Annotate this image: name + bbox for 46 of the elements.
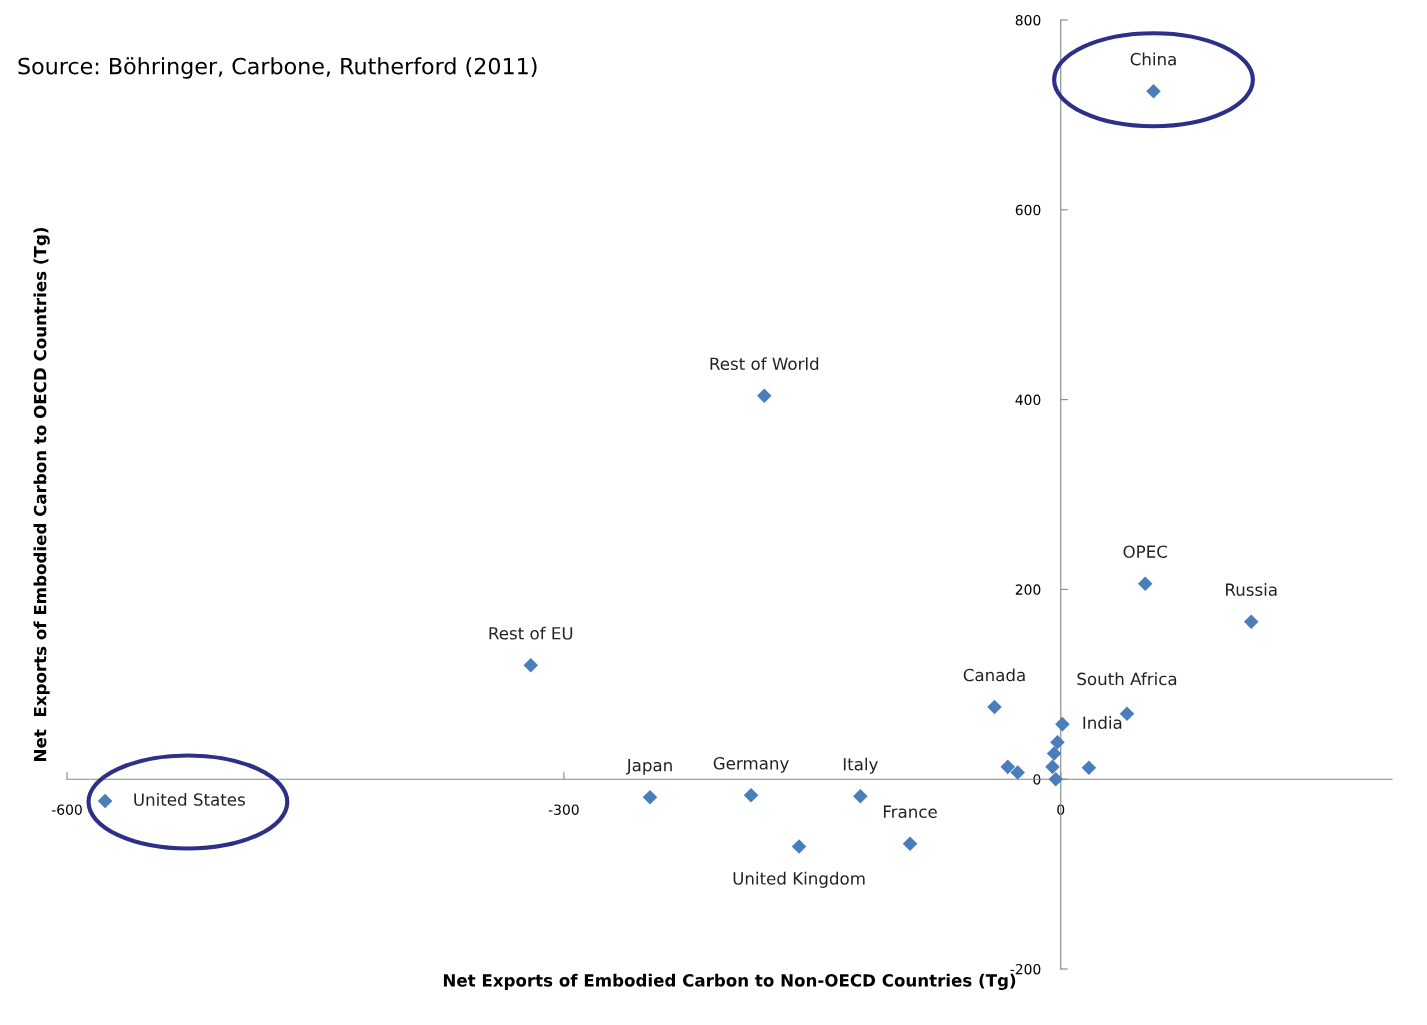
annotation: OPEC (1123, 545, 1167, 558)
point (523, 658, 539, 673)
x-axis-title: Net Exports of Embodied Carbon to Non-OECD Countries (Tg) (443, 973, 1016, 991)
annotation: China (1130, 52, 1176, 66)
point (1046, 746, 1062, 761)
annotation: Canada (963, 668, 1025, 682)
annotation: Germany (713, 757, 789, 773)
point (1081, 760, 1097, 776)
point (902, 836, 918, 852)
point (1048, 771, 1064, 787)
point (1137, 576, 1153, 591)
y-tick-label: 800 (1015, 14, 1041, 26)
y-tick-label: -200 (1010, 963, 1041, 975)
y-tick-label: 200 (1015, 584, 1041, 595)
x-tick-label: -300 (548, 804, 579, 815)
annotation: Rest of EU (489, 626, 573, 640)
annotation: Source: Böhringer, Carbone, Rutherford (2011) (18, 57, 537, 79)
x-tick-label: 0 (1057, 804, 1065, 815)
annotation: Rest of World (710, 357, 819, 371)
point (1050, 734, 1065, 750)
annotation: France (883, 805, 937, 819)
point (1055, 716, 1070, 732)
point (757, 388, 772, 404)
annotation: United Kingdom (733, 871, 865, 888)
annotation: Japan (625, 759, 672, 775)
annotation: United States (134, 792, 245, 806)
x-tick-label: -600 (51, 804, 82, 815)
point (1243, 614, 1259, 629)
annotation: South Africa (1077, 672, 1177, 686)
point (1000, 759, 1016, 775)
y-axis-title: Net Exports of Embodied Carbon to OECD Countries (Tg) (33, 228, 50, 761)
point (1146, 83, 1161, 99)
point (853, 789, 868, 804)
y-tick-label: 400 (1015, 394, 1041, 406)
annotation: Russia (1226, 583, 1277, 596)
point (743, 788, 759, 803)
point (791, 839, 807, 854)
point (987, 699, 1002, 715)
point (97, 793, 113, 809)
point (642, 789, 658, 805)
point (1010, 765, 1025, 780)
annotation: Italy (843, 757, 878, 774)
y-tick-label: 0 (1033, 774, 1041, 785)
point (1045, 759, 1060, 775)
annotation: India (1083, 716, 1122, 729)
y-tick-label: 600 (1015, 204, 1041, 216)
